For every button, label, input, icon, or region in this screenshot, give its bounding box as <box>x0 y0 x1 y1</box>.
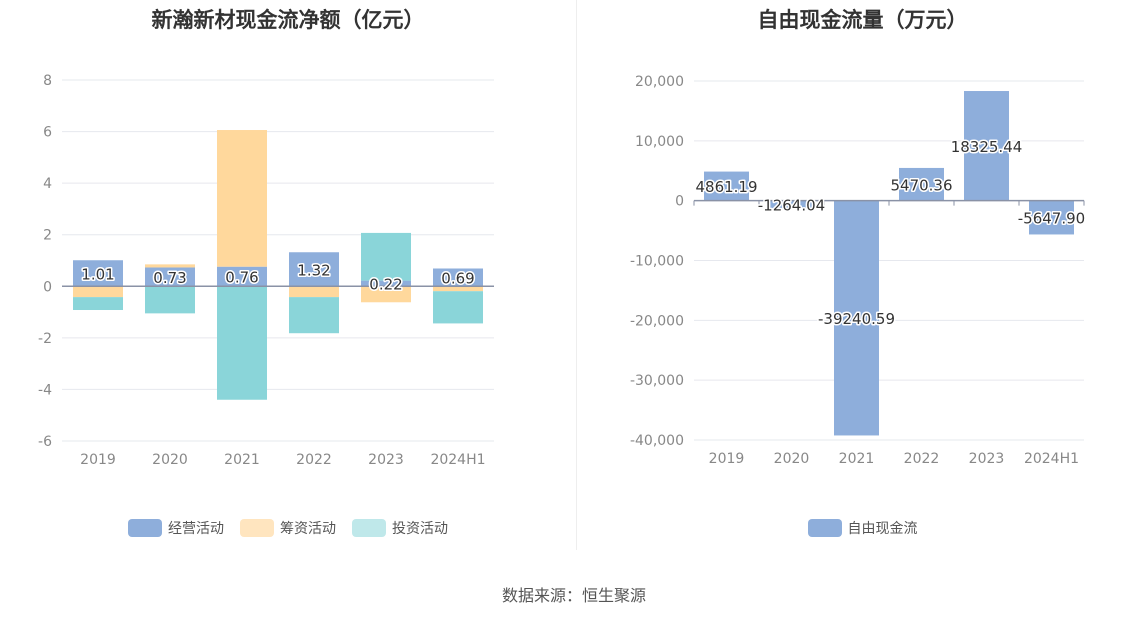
x-tick-label: 2022 <box>296 452 332 468</box>
free-cashflow-plot: -40,000 -30,000 -20,000 -10,000 0 10,000 20,00… <box>630 74 1087 467</box>
y-tick-label: 6 <box>43 125 52 141</box>
bar <box>145 267 195 287</box>
data-label: 1.32 <box>297 261 330 279</box>
y-tick-label: -2 <box>38 331 52 347</box>
x-tick-label: 2020 <box>774 451 810 467</box>
free-cashflow-chart: 自由现金流量（万元） -40,000 -30,000 -20,000 -10,000 0… <box>577 0 1148 560</box>
data-label: 0.69 <box>441 269 474 287</box>
x-tick-label: 2022 <box>904 451 940 467</box>
data-label: 1.01 <box>81 265 114 283</box>
bar <box>289 252 339 287</box>
bar <box>145 264 195 268</box>
cashflow-net-plot: -6 -4 -2 0 2 4 6 8 2019 2020 2021 2022 2023 2024H1 1.0… <box>38 73 494 468</box>
y-tick-label: -40,000 <box>630 433 684 449</box>
data-label: -39240.59 <box>818 310 895 328</box>
bar <box>433 268 483 287</box>
x-tick-label: 2019 <box>709 451 745 467</box>
y-tick-label: -30,000 <box>630 373 684 389</box>
y-tick-label: 10,000 <box>635 134 684 150</box>
bar <box>1029 200 1074 235</box>
legend-item-free-cashflow[interactable]: 自由现金流 <box>807 518 918 538</box>
data-label: 4861.19 <box>695 178 757 196</box>
bar <box>964 91 1009 201</box>
y-tick-label: -4 <box>38 382 52 398</box>
data-label: 5470.36 <box>890 176 952 194</box>
legend-item-investing[interactable]: 投资活动 <box>352 518 448 538</box>
bar <box>433 291 483 324</box>
data-label: 0.22 <box>369 275 402 293</box>
bar <box>73 286 123 298</box>
source-note: 数据来源：恒生聚源 <box>501 586 646 605</box>
chart-title: 自由现金流量（万元） <box>757 8 968 32</box>
data-label: 18325.44 <box>951 138 1023 156</box>
bar <box>289 297 339 334</box>
data-label: 0.76 <box>225 268 258 286</box>
legend-swatch <box>352 519 386 537</box>
bar <box>899 167 944 201</box>
y-tick-label: -20,000 <box>630 313 684 329</box>
y-tick-label: 20,000 <box>635 74 684 90</box>
bar <box>73 260 123 287</box>
cashflow-net-chart: 新瀚新材现金流净额（亿元） -6 -4 -2 0 2 4 6 8 2019 2020 2021 202… <box>0 0 576 560</box>
bar <box>769 200 814 209</box>
y-tick-label: 4 <box>43 176 52 192</box>
y-tick-label: 2 <box>43 228 52 244</box>
bar <box>217 130 267 267</box>
bar <box>145 286 195 314</box>
y-tick-label: 8 <box>43 73 52 89</box>
x-tick-label: 2024H1 <box>430 452 485 468</box>
legend-item-financing[interactable]: 筹资活动 <box>240 518 336 538</box>
legend-label: 筹资活动 <box>280 521 336 537</box>
y-tick-label: -10,000 <box>630 254 684 270</box>
y-tick-label: 0 <box>675 194 684 210</box>
x-tick-label: 2021 <box>839 451 875 467</box>
x-tick-label: 2024H1 <box>1024 451 1079 467</box>
bar <box>73 297 123 311</box>
data-label: -1264.04 <box>758 196 825 214</box>
y-tick-label: 0 <box>43 279 52 295</box>
legend-label: 投资活动 <box>392 521 448 537</box>
legend-swatch <box>807 519 842 537</box>
x-tick-label: 2023 <box>969 451 1005 467</box>
x-tick-label: 2021 <box>224 452 260 468</box>
bar <box>217 286 267 400</box>
legend: 自由现金流 <box>577 518 1148 538</box>
panel-divider <box>576 0 577 550</box>
chart-title: 新瀚新材现金流净额（亿元） <box>151 8 425 32</box>
bar <box>361 280 411 287</box>
bar <box>704 171 749 201</box>
legend-swatch <box>128 519 162 537</box>
y-tick-label: -6 <box>38 434 52 450</box>
bar <box>289 286 339 298</box>
legend-item-operating[interactable]: 经营活动 <box>128 518 224 538</box>
x-tick-label: 2019 <box>80 452 116 468</box>
bar <box>834 200 879 436</box>
x-tick-label: 2023 <box>368 452 404 468</box>
data-label: 0.73 <box>153 269 186 287</box>
bar <box>433 286 483 292</box>
x-tick-label: 2020 <box>152 452 188 468</box>
legend-label: 经营活动 <box>168 521 224 537</box>
bar <box>217 266 267 287</box>
legend-label: 自由现金流 <box>847 521 918 537</box>
bar <box>361 286 411 303</box>
legend: 经营活动 筹资活动 投资活动 <box>0 518 576 538</box>
bar <box>361 232 411 281</box>
data-label: -5647.90 <box>1018 210 1085 228</box>
legend-swatch <box>240 519 274 537</box>
